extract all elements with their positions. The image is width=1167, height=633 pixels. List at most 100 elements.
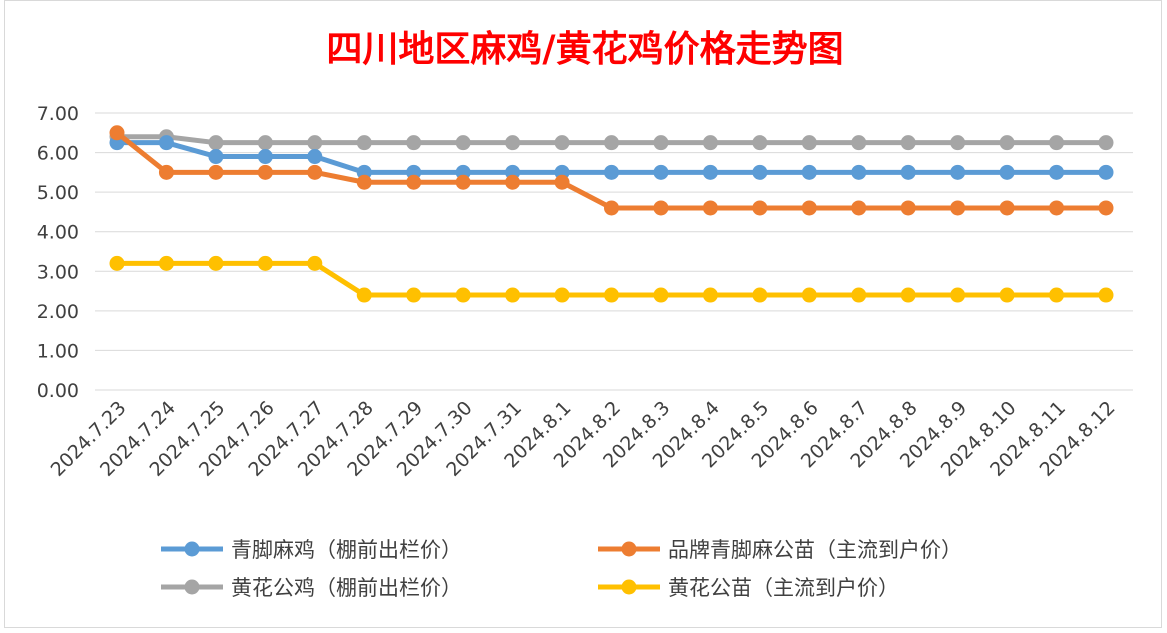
data-point [752, 200, 768, 216]
data-point [604, 200, 619, 216]
data-point [208, 255, 224, 271]
y-tick-label: 0.00 [37, 380, 79, 402]
data-point [702, 135, 718, 151]
data-point [900, 200, 916, 216]
legend-swatch-marker [184, 541, 200, 557]
y-tick-label: 6.00 [37, 143, 79, 165]
data-point [158, 135, 174, 151]
data-point [1098, 164, 1114, 180]
legend-label: 黄花公苗（主流到户价） [668, 576, 899, 600]
x-axis-ticks: 2024.7.232024.7.242024.7.252024.7.262024… [47, 397, 1120, 481]
legend-label: 品牌青脚麻公苗（主流到户价） [668, 538, 962, 562]
data-point [1098, 200, 1114, 216]
data-point [455, 287, 471, 303]
data-point [653, 200, 669, 216]
data-point [752, 287, 768, 303]
data-point [505, 174, 521, 190]
data-point [1049, 287, 1065, 303]
data-point [307, 255, 323, 271]
y-tick-label: 7.00 [37, 103, 79, 125]
legend-swatch-marker [184, 579, 200, 595]
data-point [702, 200, 718, 216]
data-point [406, 174, 422, 190]
legend-swatch-marker [621, 541, 637, 557]
data-point [900, 287, 916, 303]
data-point [702, 164, 718, 180]
data-point [406, 135, 422, 151]
data-point [356, 135, 372, 151]
series-3 [109, 255, 1114, 303]
data-point [554, 174, 570, 190]
legend-item: 黄花公苗（主流到户价） [598, 576, 899, 600]
data-point [109, 125, 125, 141]
series-layer [109, 125, 1114, 303]
line-chart: 四川地区麻鸡/黄花鸡价格走势图 0.00 1.00 2.00 3.00 4.00 5.00… [37, 28, 1133, 600]
y-tick-label: 1.00 [37, 340, 79, 362]
data-point [653, 135, 669, 151]
data-point [1098, 135, 1114, 151]
data-point [900, 135, 916, 151]
data-point [950, 287, 966, 303]
data-point [653, 287, 669, 303]
data-point [356, 287, 372, 303]
y-tick-label: 3.00 [37, 261, 79, 283]
data-point [999, 164, 1015, 180]
data-point [455, 135, 471, 151]
data-point [505, 135, 521, 151]
chart-title: 四川地区麻鸡/黄花鸡价格走势图 [326, 28, 843, 70]
data-point [257, 135, 273, 151]
data-point [999, 287, 1015, 303]
data-point [604, 135, 619, 151]
data-point [653, 164, 669, 180]
data-point [1049, 200, 1065, 216]
data-point [950, 164, 966, 180]
data-point [900, 164, 916, 180]
data-point [1049, 164, 1065, 180]
data-point [999, 135, 1015, 151]
legend-item: 黄花公鸡（棚前出栏价） [161, 576, 462, 600]
data-point [604, 164, 619, 180]
legend-label: 青脚麻鸡（棚前出栏价） [231, 538, 462, 562]
data-point [801, 164, 817, 180]
legend: 青脚麻鸡（棚前出栏价） 品牌青脚麻公苗（主流到户价） 黄花公鸡（棚前出栏价） 黄花公苗… [161, 538, 962, 600]
data-point [158, 255, 174, 271]
data-point [1049, 135, 1065, 151]
data-point [851, 135, 867, 151]
data-point [554, 287, 570, 303]
legend-item: 品牌青脚麻公苗（主流到户价） [598, 538, 962, 562]
data-point [851, 287, 867, 303]
data-point [307, 149, 323, 165]
data-point [257, 149, 273, 165]
y-tick-label: 4.00 [37, 222, 79, 244]
data-point [257, 164, 273, 180]
data-point [307, 135, 323, 151]
data-point [208, 164, 224, 180]
data-point [1098, 287, 1114, 303]
data-point [752, 135, 768, 151]
data-point [208, 135, 224, 151]
legend-swatch-marker [621, 579, 637, 595]
y-tick-label: 5.00 [37, 182, 79, 204]
data-point [604, 287, 619, 303]
y-tick-label: 2.00 [37, 301, 79, 323]
y-axis-ticks: 0.00 1.00 2.00 3.00 4.00 5.00 6.00 7.00 [37, 103, 79, 402]
data-point [208, 149, 224, 165]
data-point [257, 255, 273, 271]
data-point [158, 164, 174, 180]
legend-item: 青脚麻鸡（棚前出栏价） [161, 538, 462, 562]
data-point [801, 287, 817, 303]
series-1 [109, 125, 1114, 216]
data-point [801, 200, 817, 216]
data-point [999, 200, 1015, 216]
data-point [752, 164, 768, 180]
data-point [702, 287, 718, 303]
series-2 [109, 129, 1114, 151]
chart-frame: 四川地区麻鸡/黄花鸡价格走势图 0.00 1.00 2.00 3.00 4.00 5.00… [4, 0, 1162, 628]
data-point [406, 287, 422, 303]
data-point [851, 200, 867, 216]
data-point [950, 135, 966, 151]
data-point [109, 255, 125, 271]
data-point [307, 164, 323, 180]
legend-label: 黄花公鸡（棚前出栏价） [231, 576, 462, 600]
data-point [505, 287, 521, 303]
